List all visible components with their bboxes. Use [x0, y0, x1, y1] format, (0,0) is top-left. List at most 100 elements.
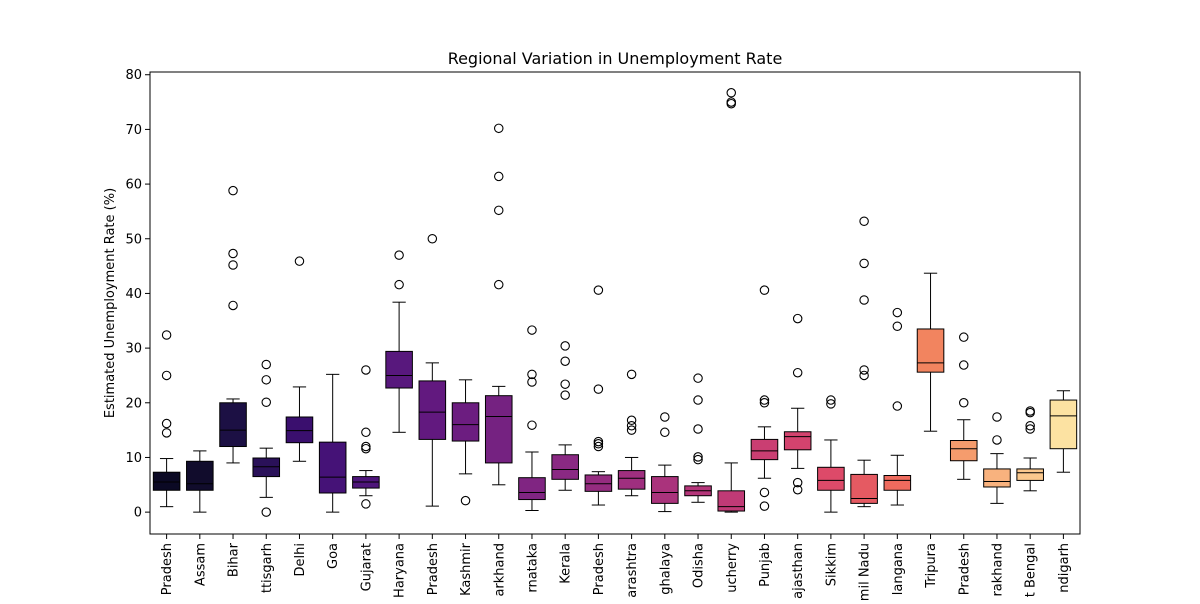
- box-iqr: [418, 380, 447, 440]
- y-tick-label: 80: [125, 68, 142, 83]
- x-tick-label: Pradesh: [957, 543, 972, 595]
- box-iqr: [783, 431, 812, 451]
- box-iqr: [551, 454, 579, 480]
- box-iqr: [318, 441, 347, 494]
- box-iqr: [285, 416, 314, 444]
- x-tick-label: rakhand: [990, 543, 1005, 597]
- outlier-point: [693, 454, 703, 465]
- outlier-point: [261, 507, 271, 517]
- plot-frame: [149, 71, 1081, 535]
- outlier-point: [527, 420, 537, 430]
- outlier-point: [560, 356, 570, 366]
- outlier-point: [460, 495, 471, 506]
- outlier-point: [792, 313, 803, 324]
- x-tick-label: ndigarh: [1057, 543, 1072, 593]
- outlier-point: [228, 260, 238, 270]
- outlier-point: [792, 367, 803, 378]
- outlier-point: [693, 395, 703, 405]
- chart-title: Regional Variation in Unemployment Rate: [448, 49, 783, 68]
- outlier-point: [527, 377, 537, 387]
- x-tick-label: ttisgarh: [260, 543, 275, 593]
- y-tick-label: 50: [125, 232, 142, 247]
- outlier-point: [161, 330, 172, 340]
- box-iqr: [949, 440, 978, 462]
- box-iqr: [750, 438, 779, 461]
- box-iqr: [1049, 399, 1078, 450]
- outlier-point: [726, 97, 736, 107]
- outlier-point: [228, 248, 238, 259]
- outlier-point: [992, 412, 1002, 422]
- outlier-point: [560, 341, 570, 351]
- outlier-point: [626, 415, 637, 426]
- outlier-point: [859, 216, 869, 227]
- x-tick-label: Odisha: [692, 543, 707, 588]
- outlier-point: [228, 185, 238, 196]
- outlier-point: [294, 256, 305, 266]
- box-iqr: [518, 477, 546, 501]
- outlier-point: [759, 398, 770, 408]
- box-iqr: [186, 460, 214, 491]
- x-tick-label: Goa: [326, 543, 341, 569]
- outlier-point: [958, 332, 969, 342]
- x-tick-label: arkhand: [492, 543, 507, 597]
- x-tick-label: Sikkim: [824, 543, 839, 586]
- y-tick-label: 20: [125, 396, 142, 411]
- x-tick-label: rnataka: [525, 543, 540, 593]
- box-iqr: [252, 457, 281, 478]
- y-tick-label: 10: [125, 451, 142, 466]
- outlier-point: [992, 435, 1002, 445]
- outlier-point: [493, 123, 504, 134]
- box-iqr: [484, 395, 513, 464]
- outlier-point: [493, 171, 504, 182]
- box-iqr: [617, 470, 646, 490]
- x-tick-label: Pradesh: [160, 543, 175, 595]
- outlier-point: [161, 370, 172, 381]
- box-iqr: [1016, 468, 1044, 481]
- outlier-point: [228, 300, 238, 311]
- outlier-point: [626, 369, 637, 380]
- outlier-point: [792, 477, 803, 488]
- outlier-point: [958, 398, 969, 408]
- y-tick-label: 40: [125, 287, 142, 302]
- x-tick-label: Pradesh: [426, 543, 441, 595]
- outlier-point: [161, 418, 172, 429]
- outlier-point: [394, 250, 404, 260]
- x-tick-label: Gujarat: [359, 543, 374, 591]
- outlier-point: [726, 88, 736, 98]
- x-tick-label: Assam: [193, 543, 208, 586]
- box-iqr: [850, 473, 878, 504]
- outlier-point: [493, 279, 504, 290]
- outlier-point: [892, 401, 903, 411]
- outlier-point: [1025, 424, 1035, 434]
- y-tick-label: 0: [134, 506, 142, 521]
- outlier-point: [859, 295, 869, 305]
- x-tick-label: Punjab: [758, 543, 773, 587]
- outlier-point: [892, 321, 903, 331]
- outlier-point: [859, 258, 869, 269]
- outlier-point: [593, 436, 604, 447]
- outlier-point: [958, 360, 969, 370]
- box-iqr: [983, 468, 1011, 488]
- outlier-point: [161, 428, 172, 438]
- outlier-point: [560, 379, 570, 389]
- outlier-point: [859, 370, 869, 381]
- x-tick-label: ghalaya: [658, 543, 673, 595]
- box-iqr: [385, 350, 413, 389]
- outlier-point: [660, 412, 670, 422]
- outlier-point: [626, 425, 637, 435]
- x-tick-label: Bihar: [227, 542, 242, 577]
- x-tick-label: Pradesh: [592, 543, 607, 595]
- x-tick-label: Kashmir: [459, 542, 474, 596]
- x-tick-label: ajasthan: [791, 543, 806, 599]
- box-iqr: [219, 402, 247, 448]
- outlier-point: [361, 365, 371, 375]
- outlier-point: [826, 399, 836, 409]
- outlier-point: [560, 390, 570, 400]
- box-iqr: [152, 471, 181, 491]
- outlier-point: [660, 427, 670, 438]
- outlier-point: [693, 424, 703, 434]
- x-tick-label: Delhi: [293, 543, 308, 576]
- box-iqr: [916, 328, 945, 373]
